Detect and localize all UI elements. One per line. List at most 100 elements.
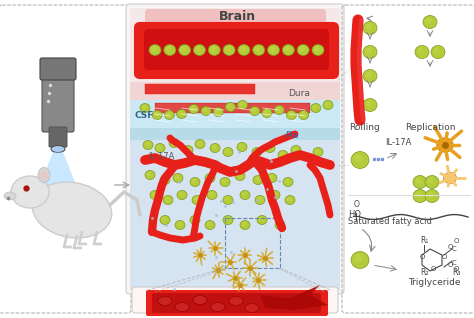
Ellipse shape — [315, 149, 319, 153]
Ellipse shape — [212, 145, 216, 149]
Ellipse shape — [437, 138, 453, 152]
Ellipse shape — [265, 143, 275, 153]
Ellipse shape — [238, 45, 250, 56]
Ellipse shape — [312, 45, 324, 56]
Ellipse shape — [311, 103, 321, 113]
Ellipse shape — [363, 70, 377, 82]
Ellipse shape — [32, 182, 112, 238]
Ellipse shape — [365, 48, 372, 54]
Ellipse shape — [229, 296, 243, 306]
Ellipse shape — [179, 45, 191, 56]
Ellipse shape — [210, 143, 220, 153]
Ellipse shape — [428, 178, 434, 183]
Text: Pia: Pia — [285, 130, 298, 140]
Text: Saturated fatty acid: Saturated fatty acid — [348, 217, 432, 226]
Ellipse shape — [288, 112, 292, 116]
Ellipse shape — [4, 192, 16, 200]
Ellipse shape — [252, 148, 262, 156]
Text: HO: HO — [348, 210, 361, 219]
Ellipse shape — [207, 175, 211, 179]
Text: C: C — [452, 260, 457, 266]
Ellipse shape — [264, 110, 268, 114]
Ellipse shape — [190, 177, 200, 186]
Ellipse shape — [293, 147, 297, 151]
Ellipse shape — [193, 45, 205, 56]
Ellipse shape — [240, 220, 250, 230]
Ellipse shape — [222, 179, 226, 183]
Ellipse shape — [275, 220, 285, 230]
Ellipse shape — [158, 296, 172, 306]
Ellipse shape — [192, 217, 196, 221]
Text: R₁: R₁ — [420, 236, 428, 245]
Text: IL-17A: IL-17A — [148, 152, 174, 161]
Text: O: O — [442, 254, 447, 260]
Ellipse shape — [291, 146, 301, 155]
Ellipse shape — [284, 46, 290, 52]
Ellipse shape — [196, 46, 201, 52]
Ellipse shape — [177, 190, 187, 199]
FancyBboxPatch shape — [132, 287, 338, 313]
Ellipse shape — [191, 106, 195, 110]
Ellipse shape — [205, 174, 215, 183]
Ellipse shape — [252, 108, 256, 112]
Ellipse shape — [426, 18, 432, 24]
Ellipse shape — [226, 102, 236, 112]
Ellipse shape — [189, 105, 199, 114]
Ellipse shape — [255, 46, 260, 52]
Text: Brain: Brain — [219, 10, 255, 23]
Ellipse shape — [175, 175, 179, 179]
Ellipse shape — [425, 176, 439, 189]
Ellipse shape — [354, 254, 362, 262]
Text: Rolling: Rolling — [350, 123, 380, 132]
Ellipse shape — [262, 108, 272, 117]
Ellipse shape — [152, 192, 156, 196]
Ellipse shape — [163, 196, 173, 204]
Text: O: O — [448, 244, 453, 250]
Ellipse shape — [312, 105, 317, 109]
Ellipse shape — [154, 112, 158, 116]
Ellipse shape — [177, 222, 181, 226]
Text: Dura: Dura — [288, 88, 310, 98]
Ellipse shape — [235, 171, 245, 181]
Ellipse shape — [201, 107, 211, 115]
Ellipse shape — [192, 179, 196, 183]
Ellipse shape — [150, 190, 160, 199]
Ellipse shape — [209, 192, 213, 196]
Ellipse shape — [242, 192, 246, 196]
Bar — [130, 140, 340, 290]
Ellipse shape — [207, 190, 217, 199]
Text: O: O — [454, 266, 459, 272]
Ellipse shape — [169, 139, 179, 148]
Text: O: O — [354, 200, 360, 209]
Ellipse shape — [287, 197, 291, 201]
Ellipse shape — [173, 174, 183, 183]
Ellipse shape — [147, 172, 151, 176]
Ellipse shape — [283, 45, 294, 56]
Ellipse shape — [165, 197, 169, 201]
Ellipse shape — [277, 222, 281, 226]
Ellipse shape — [220, 177, 230, 186]
Ellipse shape — [51, 146, 65, 153]
Ellipse shape — [155, 143, 165, 153]
Ellipse shape — [225, 217, 229, 221]
Ellipse shape — [225, 149, 229, 153]
Ellipse shape — [267, 174, 277, 183]
Ellipse shape — [194, 197, 198, 201]
Ellipse shape — [431, 45, 445, 59]
Ellipse shape — [413, 176, 427, 189]
Ellipse shape — [323, 100, 333, 109]
Ellipse shape — [269, 175, 273, 179]
Bar — [130, 128, 340, 140]
Text: CSF: CSF — [135, 110, 155, 120]
Ellipse shape — [285, 179, 289, 183]
Ellipse shape — [183, 146, 193, 155]
Ellipse shape — [197, 141, 201, 145]
Ellipse shape — [283, 177, 293, 186]
Ellipse shape — [272, 192, 276, 196]
Bar — [145, 84, 255, 94]
Ellipse shape — [40, 170, 47, 179]
Ellipse shape — [207, 222, 211, 226]
Ellipse shape — [415, 178, 422, 183]
Ellipse shape — [444, 172, 456, 183]
Ellipse shape — [285, 196, 295, 204]
